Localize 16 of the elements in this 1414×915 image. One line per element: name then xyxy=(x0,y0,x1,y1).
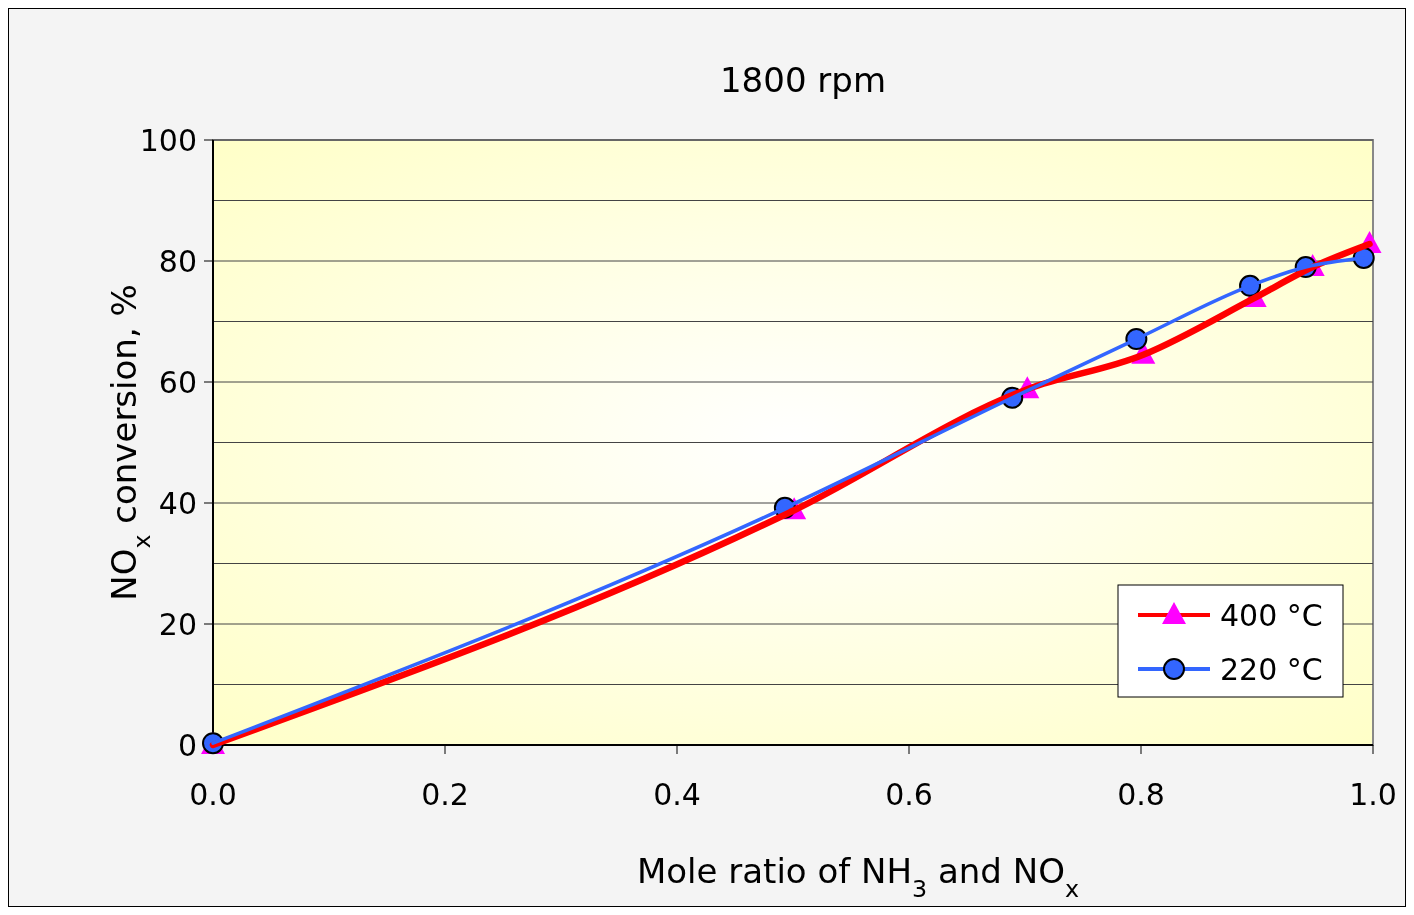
x-axis-title: Mole ratio of NH$_{3}$ and NO$_{x}$ xyxy=(636,851,1080,903)
y-tick-label: 0 xyxy=(177,727,197,763)
x-tick-label: 0.2 xyxy=(421,777,469,812)
y-tick-label: 100 xyxy=(139,122,197,158)
x-tick-label: 0.6 xyxy=(885,777,933,812)
y-tick-label: 60 xyxy=(158,364,197,400)
y-tick-label: 40 xyxy=(158,485,197,521)
y-tick-label: 20 xyxy=(158,606,197,642)
y-tick-label: 80 xyxy=(158,243,197,279)
x-tick-label: 0.4 xyxy=(653,777,701,812)
x-tick-label: 1.0 xyxy=(1349,777,1397,812)
x-tick-label: 0.8 xyxy=(1117,777,1165,812)
x-tick-label: 0.0 xyxy=(189,777,237,812)
chart-title: 1800 rpm xyxy=(719,60,887,100)
legend-label: 400 °C xyxy=(1220,597,1323,633)
legend-label: 220 °C xyxy=(1220,651,1323,687)
